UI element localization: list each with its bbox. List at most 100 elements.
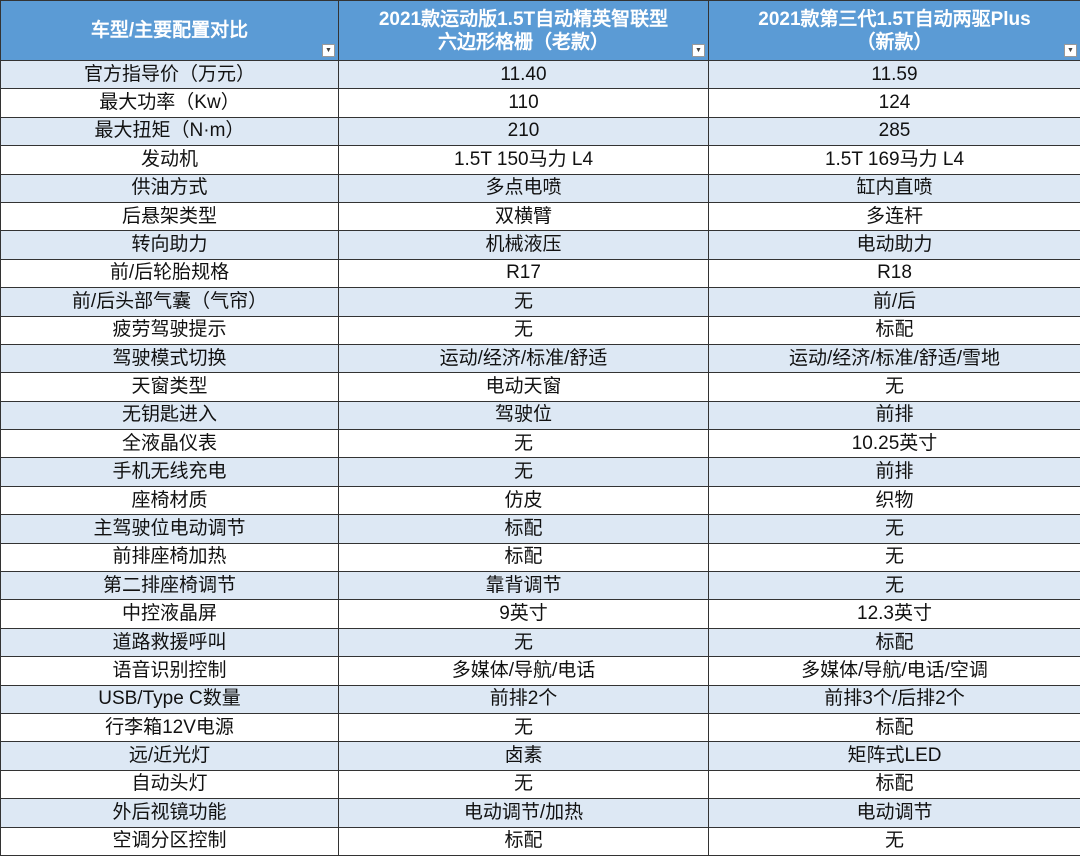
new-model-cell[interactable]: 标配 — [708, 628, 1080, 658]
feature-cell[interactable]: 前/后头部气囊（气帘） — [0, 287, 339, 317]
feature-cell[interactable]: 前排座椅加热 — [0, 543, 339, 573]
new-model-cell[interactable]: 前排3个/后排2个 — [708, 685, 1080, 714]
new-model-cell[interactable]: 织物 — [708, 486, 1080, 516]
feature-cell[interactable]: 前/后轮胎规格 — [0, 259, 339, 289]
feature-cell[interactable]: 语音识别控制 — [0, 656, 339, 686]
feature-cell[interactable]: 发动机 — [0, 145, 339, 175]
feature-cell[interactable]: 疲劳驾驶提示 — [0, 316, 339, 345]
old-model-cell[interactable]: 电动调节/加热 — [338, 798, 709, 828]
new-model-cell[interactable]: 12.3英寸 — [708, 599, 1080, 629]
table-row: 最大功率（Kw） 110 124 — [0, 88, 1080, 118]
new-model-cell[interactable]: 前排 — [708, 401, 1080, 431]
old-model-cell[interactable]: 双横臂 — [338, 202, 709, 232]
old-model-cell[interactable]: 110 — [338, 88, 709, 118]
dropdown-arrow-icon[interactable]: ▼ — [322, 44, 335, 57]
old-model-cell[interactable]: 驾驶位 — [338, 401, 709, 431]
feature-cell[interactable]: 无钥匙进入 — [0, 401, 339, 431]
feature-cell[interactable]: 空调分区控制 — [0, 827, 339, 856]
feature-cell[interactable]: 行李箱12V电源 — [0, 713, 339, 743]
new-model-cell[interactable]: 无 — [708, 827, 1080, 856]
new-model-cell[interactable]: 124 — [708, 88, 1080, 118]
feature-cell[interactable]: 转向助力 — [0, 230, 339, 260]
table-row: 远/近光灯 卤素 矩阵式LED — [0, 741, 1080, 771]
header-label: 2021款第三代1.5T自动两驱Plus （新款） — [758, 8, 1031, 53]
table-row: 官方指导价（万元） 11.40 11.59 — [0, 60, 1080, 90]
new-model-cell[interactable]: 多媒体/导航/电话/空调 — [708, 656, 1080, 686]
feature-cell[interactable]: 主驾驶位电动调节 — [0, 514, 339, 544]
feature-cell[interactable]: USB/Type C数量 — [0, 685, 339, 714]
feature-cell[interactable]: 第二排座椅调节 — [0, 571, 339, 601]
old-model-cell[interactable]: 无 — [338, 457, 709, 487]
new-model-cell[interactable]: 11.59 — [708, 60, 1080, 90]
old-model-cell[interactable]: 无 — [338, 316, 709, 345]
feature-cell[interactable]: 道路救援呼叫 — [0, 628, 339, 658]
table-row: 外后视镜功能 电动调节/加热 电动调节 — [0, 798, 1080, 828]
table-row: 全液晶仪表无 10.25英寸 — [0, 429, 1080, 459]
new-model-cell[interactable]: 1.5T 169马力 L4 — [708, 145, 1080, 175]
new-model-cell[interactable]: 矩阵式LED — [708, 741, 1080, 771]
feature-cell[interactable]: 自动头灯 — [0, 770, 339, 800]
header-label: 2021款运动版1.5T自动精英智联型 六边形格栅（老款） — [378, 8, 669, 53]
new-model-cell[interactable]: 运动/经济/标准/舒适/雪地 — [708, 344, 1080, 374]
new-model-cell[interactable]: 标配 — [708, 770, 1080, 800]
feature-cell[interactable]: 远/近光灯 — [0, 741, 339, 771]
table-row: 驾驶模式切换 运动/经济/标准/舒适 运动/经济/标准/舒适/雪地 — [0, 344, 1080, 374]
old-model-cell[interactable]: 多点电喷 — [338, 174, 709, 203]
old-model-cell[interactable]: 运动/经济/标准/舒适 — [338, 344, 709, 374]
feature-cell[interactable]: 外后视镜功能 — [0, 798, 339, 828]
new-model-cell[interactable]: 10.25英寸 — [708, 429, 1080, 459]
new-model-cell[interactable]: 多连杆 — [708, 202, 1080, 232]
dropdown-arrow-icon[interactable]: ▼ — [692, 44, 705, 57]
old-model-cell[interactable]: 电动天窗 — [338, 372, 709, 402]
old-model-cell[interactable]: R17 — [338, 259, 709, 289]
old-model-cell[interactable]: 卤素 — [338, 741, 709, 771]
old-model-cell[interactable]: 机械液压 — [338, 230, 709, 260]
table-row: 前排座椅加热 标配无 — [0, 543, 1080, 573]
old-model-cell[interactable]: 标配 — [338, 514, 709, 544]
feature-cell[interactable]: 座椅材质 — [0, 486, 339, 516]
new-model-cell[interactable]: 缸内直喷 — [708, 174, 1080, 203]
old-model-cell[interactable]: 标配 — [338, 543, 709, 573]
old-model-cell[interactable]: 多媒体/导航/电话 — [338, 656, 709, 686]
new-model-cell[interactable]: 无 — [708, 571, 1080, 601]
dropdown-arrow-icon[interactable]: ▼ — [1064, 44, 1077, 57]
feature-cell[interactable]: 最大功率（Kw） — [0, 88, 339, 118]
new-model-cell[interactable]: 电动助力 — [708, 230, 1080, 260]
old-model-cell[interactable]: 无 — [338, 287, 709, 317]
old-model-cell[interactable]: 靠背调节 — [338, 571, 709, 601]
old-model-cell[interactable]: 标配 — [338, 827, 709, 856]
old-model-cell[interactable]: 无 — [338, 429, 709, 459]
new-model-cell[interactable]: 电动调节 — [708, 798, 1080, 828]
old-model-cell[interactable]: 前排2个 — [338, 685, 709, 714]
table-row: 行李箱12V电源无标配 — [0, 713, 1080, 743]
table-row: 道路救援呼叫无标配 — [0, 628, 1080, 658]
new-model-cell[interactable]: 无 — [708, 543, 1080, 573]
new-model-cell[interactable]: 标配 — [708, 713, 1080, 743]
feature-cell[interactable]: 手机无线充电 — [0, 457, 339, 487]
old-model-cell[interactable]: 无 — [338, 628, 709, 658]
table-row: 主驾驶位电动调节 标配无 — [0, 514, 1080, 544]
feature-cell[interactable]: 天窗类型 — [0, 372, 339, 402]
new-model-cell[interactable]: R18 — [708, 259, 1080, 289]
feature-cell[interactable]: 最大扭矩（N·m） — [0, 117, 339, 147]
new-model-cell[interactable]: 标配 — [708, 316, 1080, 345]
old-model-cell[interactable]: 210 — [338, 117, 709, 147]
new-model-cell[interactable]: 前排 — [708, 457, 1080, 487]
new-model-cell[interactable]: 无 — [708, 372, 1080, 402]
new-model-cell[interactable]: 前/后 — [708, 287, 1080, 317]
table-row: 空调分区控制 标配无 — [0, 827, 1080, 856]
old-model-cell[interactable]: 无 — [338, 770, 709, 800]
old-model-cell[interactable]: 1.5T 150马力 L4 — [338, 145, 709, 175]
old-model-cell[interactable]: 无 — [338, 713, 709, 743]
feature-cell[interactable]: 后悬架类型 — [0, 202, 339, 232]
feature-cell[interactable]: 供油方式 — [0, 174, 339, 203]
old-model-cell[interactable]: 11.40 — [338, 60, 709, 90]
old-model-cell[interactable]: 仿皮 — [338, 486, 709, 516]
new-model-cell[interactable]: 无 — [708, 514, 1080, 544]
feature-cell[interactable]: 中控液晶屏 — [0, 599, 339, 629]
feature-cell[interactable]: 驾驶模式切换 — [0, 344, 339, 374]
old-model-cell[interactable]: 9英寸 — [338, 599, 709, 629]
feature-cell[interactable]: 官方指导价（万元） — [0, 60, 339, 90]
feature-cell[interactable]: 全液晶仪表 — [0, 429, 339, 459]
new-model-cell[interactable]: 285 — [708, 117, 1080, 147]
